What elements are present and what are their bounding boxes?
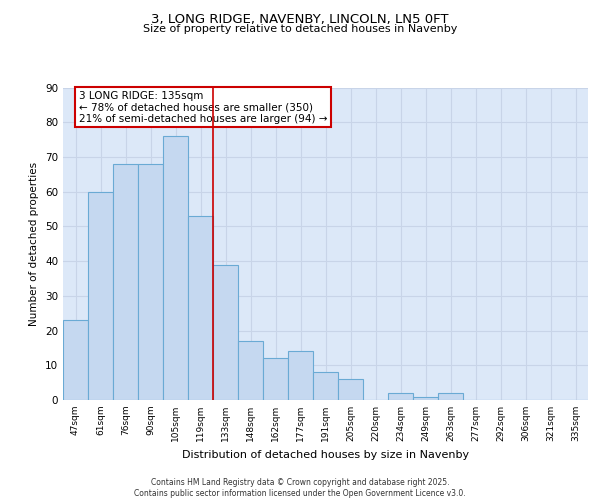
Bar [388, 393, 413, 400]
Bar [263, 358, 288, 400]
Bar [238, 341, 263, 400]
Text: Size of property relative to detached houses in Navenby: Size of property relative to detached ho… [143, 24, 457, 34]
Text: Contains HM Land Registry data © Crown copyright and database right 2025.
Contai: Contains HM Land Registry data © Crown c… [134, 478, 466, 498]
Bar [413, 396, 438, 400]
Bar [188, 216, 213, 400]
Bar [63, 320, 88, 400]
Bar [138, 164, 163, 400]
Bar [163, 136, 188, 400]
Text: 3 LONG RIDGE: 135sqm
← 78% of detached houses are smaller (350)
21% of semi-deta: 3 LONG RIDGE: 135sqm ← 78% of detached h… [79, 90, 327, 124]
Bar [338, 379, 363, 400]
Bar [113, 164, 138, 400]
Bar [88, 192, 113, 400]
Bar [313, 372, 338, 400]
X-axis label: Distribution of detached houses by size in Navenby: Distribution of detached houses by size … [182, 450, 469, 460]
Bar [288, 352, 313, 400]
Text: 3, LONG RIDGE, NAVENBY, LINCOLN, LN5 0FT: 3, LONG RIDGE, NAVENBY, LINCOLN, LN5 0FT [151, 12, 449, 26]
Y-axis label: Number of detached properties: Number of detached properties [29, 162, 40, 326]
Bar [213, 264, 238, 400]
Bar [438, 393, 463, 400]
